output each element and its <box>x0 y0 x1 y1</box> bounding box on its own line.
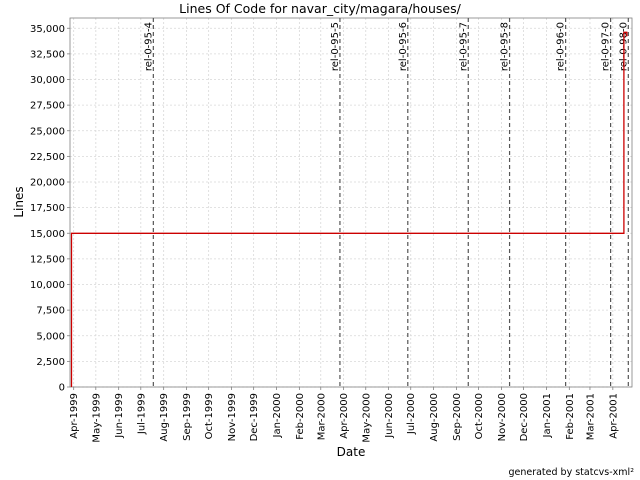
x-tick-label: Nov-1999 <box>227 393 238 441</box>
chart-title: Lines Of Code for navar_city/magara/hous… <box>179 1 461 16</box>
x-tick-label: Jul-2000 <box>406 393 417 435</box>
x-tick-label: Oct-2000 <box>474 393 485 439</box>
series-line <box>70 31 628 387</box>
y-tick-label: 17,500 <box>30 203 65 214</box>
y-tick-label: 20,000 <box>30 178 65 189</box>
release-marker-label: rel-0-95-4 <box>143 22 154 71</box>
y-tick-label: 10,000 <box>30 280 65 291</box>
x-tick-label: Sep-1999 <box>182 393 193 441</box>
y-tick-label: 25,000 <box>30 126 65 137</box>
x-tick-label: Feb-2000 <box>295 393 306 440</box>
y-tick-label: 15,000 <box>30 229 65 240</box>
x-tick-label: Mar-2001 <box>585 393 596 440</box>
y-axis: 0 2,500 5,000 7,500 10,000 12,500 15,000 17,500… <box>30 24 70 394</box>
release-marker-label: rel-0-97-0 <box>601 22 612 71</box>
x-tick-label: Oct-1999 <box>204 393 215 439</box>
y-tick-label: 30,000 <box>30 75 65 86</box>
y-tick-label: 35,000 <box>30 24 65 35</box>
release-marker-label: rel-0-96-0 <box>556 22 567 71</box>
x-tick-label: Aug-2000 <box>429 393 440 442</box>
x-tick-label: Dec-1999 <box>249 393 260 441</box>
series <box>70 31 628 387</box>
x-tick-label: Mar-2000 <box>316 393 327 440</box>
y-tick-label: 0 <box>59 383 65 394</box>
x-tick-label: Apr-2000 <box>339 393 350 439</box>
y-tick-label: 22,500 <box>30 152 65 163</box>
y-tick-label: 32,500 <box>30 49 65 60</box>
y-tick-label: 27,500 <box>30 101 65 112</box>
x-tick-label: Jul-1999 <box>136 393 147 435</box>
x-tick-label: Apr-2001 <box>608 393 619 439</box>
footer-credit: generated by statcvs-xml² <box>508 467 634 478</box>
x-axis: Apr-1999 May-1999 Jun-1999 Jul-1999 Aug-1999… <box>69 387 619 443</box>
release-markers: rel-0-95-4 rel-0-95-5 rel-0-95-6 rel-0-95-7… <box>143 18 629 387</box>
release-marker-label: rel-0-95-8 <box>500 22 511 71</box>
x-tick-label: May-1999 <box>91 393 102 443</box>
x-tick-label: Apr-1999 <box>69 393 80 439</box>
release-marker-label: rel-0-95-7 <box>458 22 469 71</box>
release-marker-label: rel-0-95-5 <box>330 22 341 71</box>
plot-frame <box>69 17 633 388</box>
grid <box>70 18 632 388</box>
release-marker-label: rel-0-95-6 <box>398 22 409 71</box>
x-tick-label: Nov-2000 <box>497 393 508 441</box>
x-tick-label: May-2000 <box>361 393 372 443</box>
y-tick-label: 2,500 <box>36 357 65 368</box>
y-tick-label: 7,500 <box>36 306 65 317</box>
y-tick-label: 5,000 <box>36 331 65 342</box>
x-tick-label: Jun-1999 <box>114 393 125 439</box>
x-tick-label: Jan-2001 <box>542 393 553 438</box>
x-axis-title: Date <box>337 445 366 459</box>
x-tick-label: Feb-2001 <box>565 393 576 440</box>
x-tick-label: Sep-2000 <box>452 393 463 441</box>
y-tick-label: 12,500 <box>30 254 65 265</box>
x-tick-label: Jun-2000 <box>384 393 395 439</box>
x-tick-label: Dec-2000 <box>519 393 530 441</box>
x-tick-label: Aug-1999 <box>159 393 170 442</box>
y-axis-title: Lines <box>12 186 26 217</box>
x-tick-label: Jan-2000 <box>272 393 283 438</box>
